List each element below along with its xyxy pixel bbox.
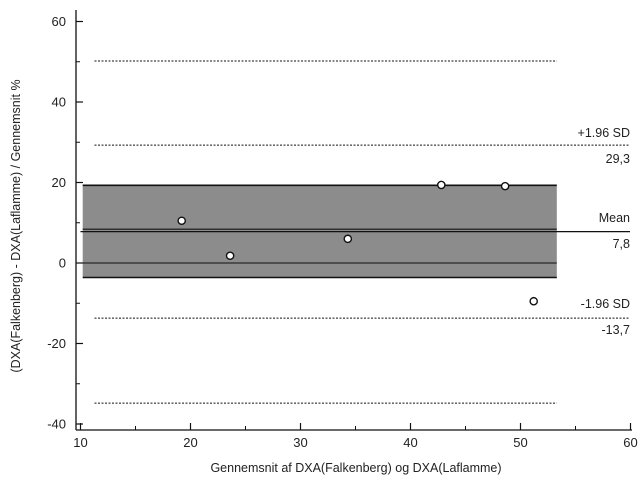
data-point-5 <box>529 296 539 306</box>
data-point-4 <box>500 181 510 191</box>
x-tick-label-40: 40 <box>403 435 417 450</box>
x-tick-label-50: 50 <box>513 435 527 450</box>
y-tick-label--40: -40 <box>47 417 66 432</box>
axes-layer <box>75 10 632 431</box>
lower-loa-value-label: -13,7 <box>602 323 631 337</box>
x-tick-label-10: 10 <box>73 435 87 450</box>
lower-loa-label: -1.96 SD <box>581 297 630 311</box>
mean-label: Mean <box>599 211 630 225</box>
x-tick-label-20: 20 <box>183 435 197 450</box>
upper-loa-value-label: 29,3 <box>606 152 630 166</box>
x-tick-label-30: 30 <box>293 435 307 450</box>
data-point-3 <box>436 180 446 190</box>
y-tick-label-40: 40 <box>52 95 66 110</box>
mean-value-label: 7,8 <box>613 237 630 251</box>
upper-loa-label: +1.96 SD <box>578 126 630 140</box>
data-point-2 <box>343 234 353 244</box>
y-tick-label-20: 20 <box>52 175 66 190</box>
y-tick-label-60: 60 <box>52 14 66 29</box>
x-tick-label-60: 60 <box>623 435 637 450</box>
reference-lines-layer <box>80 60 630 404</box>
x-axis-title: Gennemsnit af DXA(Falkenberg) og DXA(Laf… <box>210 461 501 475</box>
data-point-1 <box>225 251 235 261</box>
y-tick-label--20: -20 <box>47 336 66 351</box>
labels-layer: 10 20 30 40 50 60 60 40 20 0 -20 -40 <box>47 14 638 450</box>
data-point-0 <box>177 216 186 226</box>
data-points-layer <box>177 180 539 306</box>
y-tick-label-0: 0 <box>59 256 66 271</box>
y-axis-title: (DXA(Falkenberg) - DXA(Laflamme) / Genne… <box>9 79 23 372</box>
